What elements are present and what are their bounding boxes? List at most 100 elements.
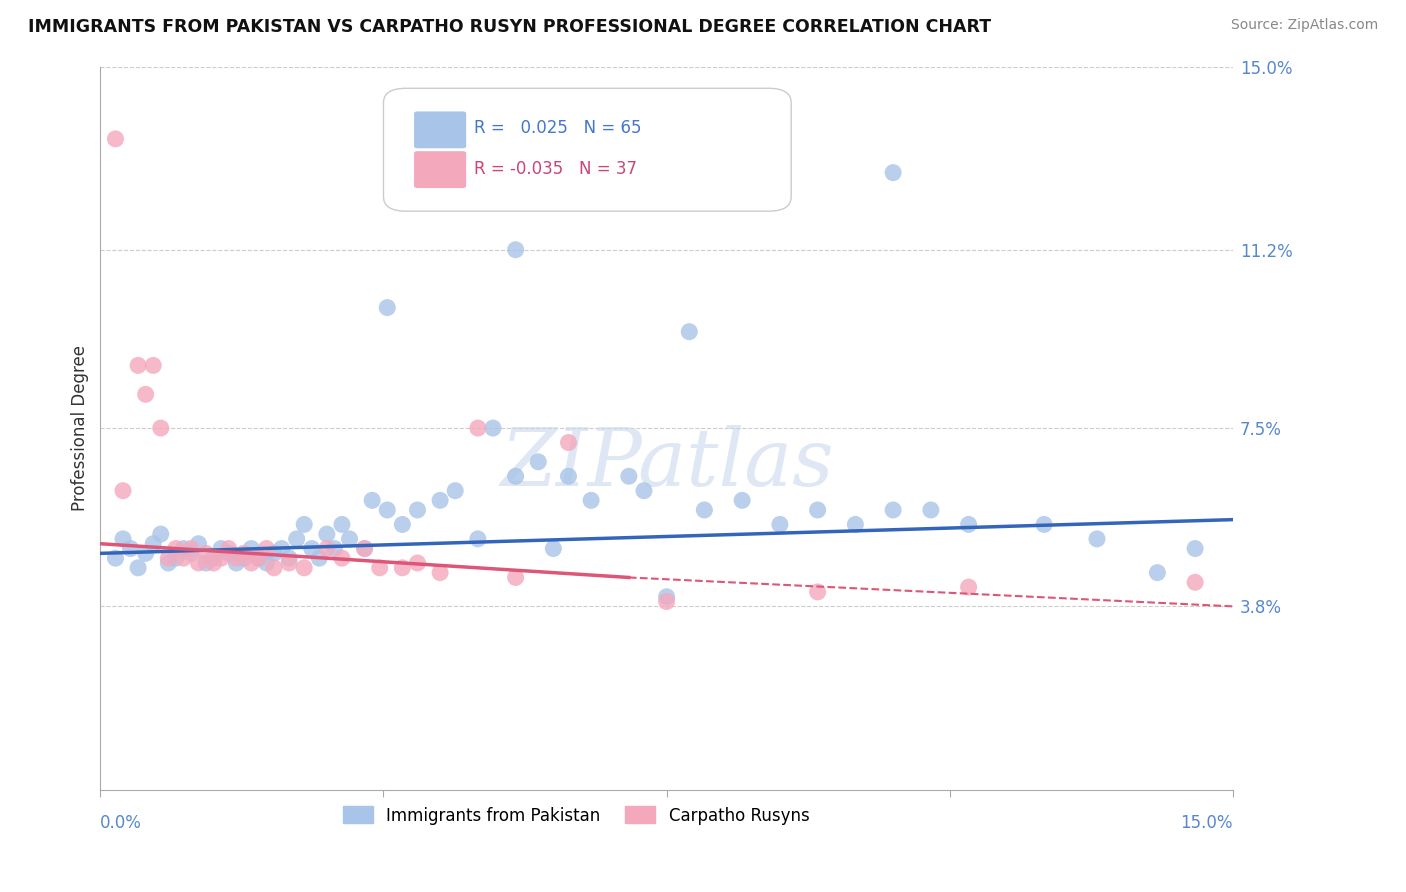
Point: [278, 556, 301, 570]
Point: [172, 541, 194, 556]
Point: [1033, 517, 1056, 532]
Point: [263, 561, 285, 575]
Point: [111, 532, 134, 546]
Point: [270, 541, 292, 556]
Point: [579, 493, 602, 508]
Point: [731, 493, 754, 508]
Point: [187, 556, 209, 570]
Point: [920, 503, 942, 517]
Point: [361, 493, 384, 508]
Point: [375, 301, 398, 315]
Point: [172, 551, 194, 566]
Point: [315, 541, 337, 556]
Point: [368, 561, 391, 575]
Point: [353, 541, 375, 556]
Point: [844, 517, 866, 532]
Point: [256, 541, 278, 556]
Point: [505, 469, 527, 483]
Point: [232, 551, 254, 566]
Point: [527, 455, 550, 469]
Point: [292, 517, 315, 532]
Point: [195, 546, 218, 560]
Point: [256, 556, 278, 570]
Point: [165, 541, 187, 556]
Point: [120, 541, 142, 556]
Point: [135, 546, 157, 560]
Point: [467, 421, 489, 435]
Point: [655, 594, 678, 608]
Text: IMMIGRANTS FROM PAKISTAN VS CARPATHO RUSYN PROFESSIONAL DEGREE CORRELATION CHART: IMMIGRANTS FROM PAKISTAN VS CARPATHO RUS…: [28, 18, 991, 36]
Point: [142, 537, 165, 551]
FancyBboxPatch shape: [413, 151, 467, 188]
Point: [807, 585, 830, 599]
Legend: Immigrants from Pakistan, Carpatho Rusyns: Immigrants from Pakistan, Carpatho Rusyn…: [343, 806, 810, 824]
Point: [957, 517, 980, 532]
Point: [180, 546, 202, 560]
Point: [957, 580, 980, 594]
Point: [149, 527, 172, 541]
Point: [807, 503, 830, 517]
Point: [633, 483, 655, 498]
Point: [157, 556, 180, 570]
Point: [127, 359, 149, 373]
Point: [655, 590, 678, 604]
Point: [391, 517, 413, 532]
Point: [292, 561, 315, 575]
Point: [308, 551, 330, 566]
Point: [429, 493, 451, 508]
Point: [202, 551, 225, 566]
Point: [263, 546, 285, 560]
Point: [240, 556, 263, 570]
Point: [505, 570, 527, 584]
Point: [375, 503, 398, 517]
Point: [315, 527, 337, 541]
Point: [209, 551, 232, 566]
Point: [247, 551, 270, 566]
Point: [1184, 575, 1206, 590]
Point: [225, 556, 247, 570]
Point: [444, 483, 467, 498]
Point: [406, 556, 429, 570]
Point: [218, 546, 240, 560]
Point: [339, 532, 361, 546]
Point: [330, 517, 353, 532]
Point: [543, 541, 565, 556]
Point: [557, 435, 579, 450]
Point: [149, 421, 172, 435]
Point: [240, 541, 263, 556]
Point: [301, 541, 323, 556]
Text: 15.0%: 15.0%: [1181, 814, 1233, 832]
Point: [882, 503, 904, 517]
Point: [323, 541, 346, 556]
Point: [482, 421, 505, 435]
Point: [165, 551, 187, 566]
Y-axis label: Professional Degree: Professional Degree: [72, 345, 89, 511]
Point: [353, 541, 375, 556]
Point: [467, 532, 489, 546]
Point: [142, 359, 165, 373]
Point: [225, 551, 247, 566]
Point: [278, 551, 301, 566]
Point: [187, 537, 209, 551]
Text: ZIPatlas: ZIPatlas: [501, 425, 834, 503]
Point: [769, 517, 792, 532]
Point: [406, 503, 429, 517]
Point: [678, 325, 700, 339]
Point: [882, 166, 904, 180]
Point: [557, 469, 579, 483]
Point: [135, 387, 157, 401]
Point: [285, 532, 308, 546]
Point: [157, 551, 180, 566]
Point: [127, 561, 149, 575]
Point: [180, 541, 202, 556]
Point: [1085, 532, 1108, 546]
Text: R = -0.035   N = 37: R = -0.035 N = 37: [474, 161, 637, 178]
Point: [104, 132, 127, 146]
Point: [209, 541, 232, 556]
Point: [617, 469, 640, 483]
Text: 0.0%: 0.0%: [100, 814, 142, 832]
FancyBboxPatch shape: [384, 88, 792, 211]
Point: [104, 551, 127, 566]
Point: [391, 561, 413, 575]
Text: R =   0.025   N = 65: R = 0.025 N = 65: [474, 119, 641, 137]
